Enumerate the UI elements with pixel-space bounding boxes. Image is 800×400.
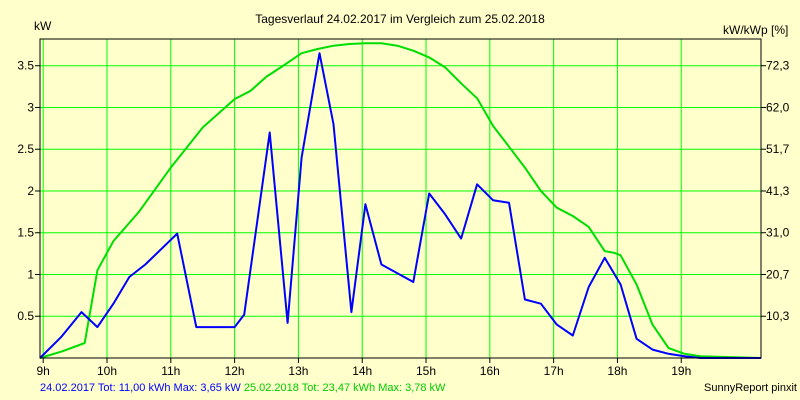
y-tick-label-right: 31,0 (766, 226, 790, 240)
y-tick-label-right: 72,3 (766, 59, 790, 73)
y-axis-right: 10,3 20,7 31,0 41,3 51,7 62,0 72,3 (761, 59, 790, 323)
y-axis-right-label: kW/kWp [%] (723, 23, 788, 37)
x-tick-label: 9h (37, 364, 50, 378)
series1-stats: Tot: 11,00 kWh Max: 3,65 kW (97, 382, 241, 394)
series-layer (39, 42, 762, 359)
y-axis-left-label: kW (34, 19, 52, 33)
x-tick-label: 12h (225, 364, 245, 378)
y-tick-label-right: 41,3 (766, 184, 790, 198)
y-tick-label-left: 3 (27, 100, 34, 114)
plot-area (40, 39, 761, 358)
x-tick-label: 14h (352, 364, 372, 378)
y-tick-label-left: 2.5 (17, 142, 34, 156)
x-tick-label: 17h (544, 364, 564, 378)
series2-date: 25.02.2018 (243, 382, 299, 394)
y-tick-label-left: 3.5 (17, 59, 34, 73)
x-tick-label: 16h (480, 364, 500, 378)
x-tick-label: 15h (416, 364, 436, 378)
x-tick-label: 13h (288, 364, 308, 378)
series1-date: 24.02.2017 (40, 382, 96, 394)
x-axis: 9h 10h 11h 12h 13h 14h 15h 16h 17h 18h 19h (37, 358, 691, 378)
y-tick-label-right: 20,7 (766, 267, 790, 281)
y-tick-label-left: 1.5 (17, 226, 34, 240)
y-tick-label-right: 51,7 (766, 142, 790, 156)
y-tick-label-left: 1 (27, 267, 34, 281)
plot-border (39, 38, 762, 359)
y-tick-label-right: 62,0 (766, 100, 790, 114)
x-tick-label: 11h (161, 364, 180, 378)
footer-credit: SunnyReport pinxit (704, 382, 797, 394)
x-tick-label: 19h (671, 364, 691, 378)
series2-stats: Tot: 23,47 kWh Max: 3,78 kW (301, 382, 446, 394)
x-tick-label: 10h (97, 364, 117, 378)
footer-summary: 24.02.2017 Tot: 11,00 kWh Max: 3,65 kW 2… (40, 382, 445, 394)
chart-title: Tagesverlauf 24.02.2017 im Vergleich zum… (255, 12, 545, 26)
x-tick-label: 18h (607, 364, 627, 378)
grid (40, 39, 761, 358)
series-line-25.02.2018 (39, 42, 762, 359)
y-axis-left: 0.5 1 1.5 2 2.5 3 3.5 (17, 59, 40, 323)
y-tick-label-left: 0.5 (17, 309, 34, 323)
series-line-24.02.2017 (39, 52, 761, 359)
y-tick-label-left: 2 (27, 184, 34, 198)
y-tick-label-right: 10,3 (766, 309, 790, 323)
